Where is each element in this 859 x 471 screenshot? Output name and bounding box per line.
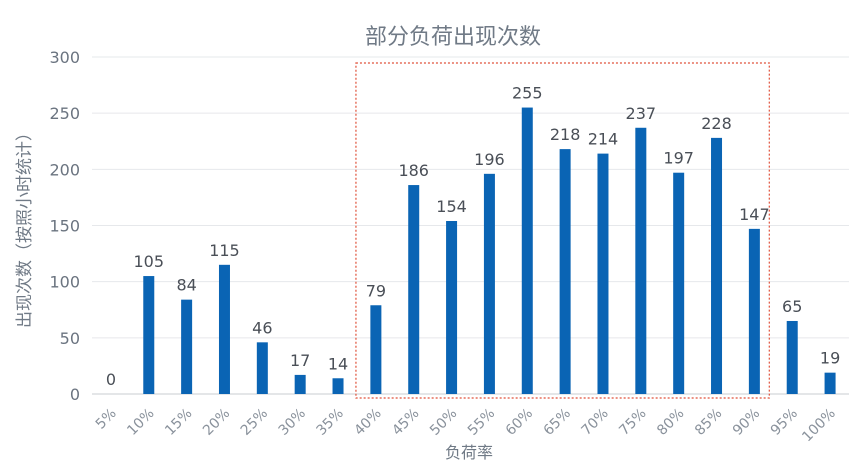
data-label: 65 [782,297,802,316]
x-tick-label: 50% [427,406,460,439]
bar [218,264,230,394]
data-label: 19 [820,349,840,368]
y-axis-ticks: 0 50 100 150 200 250 300 [49,48,80,404]
y-tick-label: 250 [49,104,80,123]
y-tick-label: 0 [70,385,80,404]
data-label: 237 [626,104,657,123]
bar [370,305,382,394]
x-tick-label: 25% [238,406,271,439]
x-tick-label: 5% [93,406,120,433]
data-label: 218 [550,125,581,144]
data-label: 46 [252,318,272,337]
data-label: 115 [209,241,240,260]
y-axis-label: 出现次数（按照小时统计） [15,124,35,328]
x-tick-label: 100% [799,406,839,446]
bar [521,107,533,395]
x-tick-label: 45% [389,406,422,439]
x-tick-label: 70% [578,406,611,439]
x-tick-label: 55% [465,406,498,439]
data-label: 14 [328,354,348,373]
x-axis-label: 负荷率 [445,443,493,462]
gridlines [92,56,849,395]
bar [408,185,420,394]
data-label: 186 [398,161,429,180]
data-label: 228 [701,114,732,133]
bar [748,228,760,394]
bar [256,342,268,394]
x-tick-label: 65% [541,406,574,439]
data-label: 105 [134,252,165,271]
y-tick-label: 150 [49,217,80,236]
chart-title: 部分负荷出现次数 [365,25,541,50]
x-tick-label: 75% [616,406,649,439]
bar [559,149,571,394]
data-label: 84 [176,276,196,295]
data-label: 79 [366,281,386,300]
x-tick-label: 15% [162,406,195,439]
bar [673,172,685,394]
highlight-box [355,62,770,399]
bar [635,127,647,395]
bar [181,299,193,394]
x-tick-label: 60% [503,406,536,439]
bar [597,153,609,394]
x-tick-label: 20% [200,406,233,439]
bar [143,276,155,394]
data-label: 255 [512,84,543,103]
data-label: 17 [290,351,310,370]
bar [332,378,344,394]
x-tick-label: 95% [768,406,801,439]
bar [446,221,458,394]
y-tick-label: 300 [49,48,80,67]
y-tick-label: 50 [60,329,80,348]
x-tick-label: 80% [654,406,687,439]
data-label: 196 [474,150,505,169]
data-label: 154 [436,197,467,216]
data-label: 0 [106,370,116,389]
y-tick-label: 100 [49,273,80,292]
data-labels: 0 105 84 115 46 17 14 79 186 154 196 255 218 214 237 19… [106,84,840,389]
bar [294,374,306,394]
bar [483,173,495,394]
x-axis-ticks: 5% 10% 15% 20% 25% 30% 35% 40% 45% 50% 55% 60% 65% 70… [93,406,839,446]
data-label: 214 [588,130,619,149]
bars [143,107,836,395]
data-label: 197 [663,149,694,168]
data-label: 147 [739,205,770,224]
x-tick-label: 30% [276,406,309,439]
x-tick-label: 40% [351,406,384,439]
bar [711,137,723,394]
x-tick-label: 90% [730,406,763,439]
bar [786,320,798,394]
x-tick-label: 85% [692,406,725,439]
x-tick-label: 10% [124,406,157,439]
y-tick-label: 200 [49,160,80,179]
bar [824,372,836,394]
x-tick-label: 35% [314,406,347,439]
